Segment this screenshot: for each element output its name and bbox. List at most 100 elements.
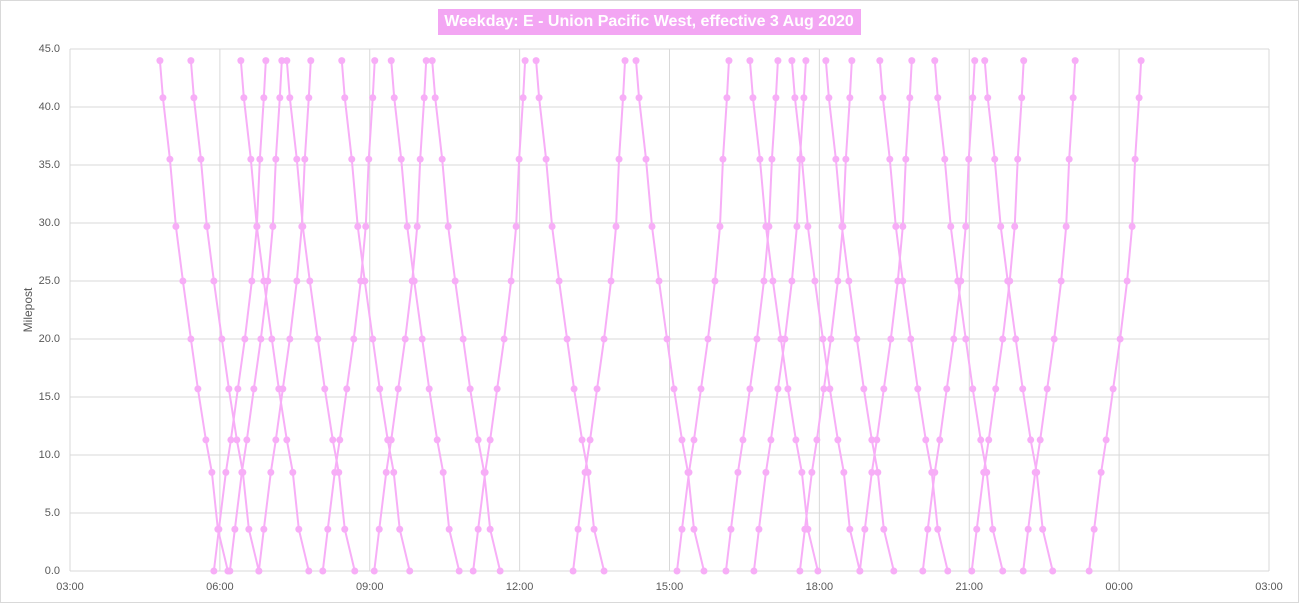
stop-marker [902,155,910,163]
stop-marker [762,468,770,476]
stop-marker [268,335,276,343]
stop-marker [908,57,916,65]
stop-marker [321,385,329,393]
stop-marker [962,222,970,230]
stop-marker [593,385,601,393]
stop-marker [586,436,594,444]
stop-marker [876,57,884,65]
stop-marker [760,277,768,285]
stop-marker [980,468,988,476]
x-tick-label: 12:00 [506,581,534,593]
stop-marker [969,94,977,102]
stop-marker [673,567,681,575]
stop-marker [406,567,414,575]
stop-marker [289,468,297,476]
stop-marker [240,94,248,102]
stop-marker [962,335,970,343]
stop-marker [306,277,314,285]
stop-marker [439,468,447,476]
stop-marker [1057,277,1065,285]
x-tick-label: 18:00 [806,581,834,593]
stop-marker [796,567,804,575]
stop-marker [354,222,362,230]
stop-marker [853,335,861,343]
stop-marker [1128,222,1136,230]
stop-marker [293,155,301,163]
stop-marker [515,155,523,163]
stop-marker [262,57,270,65]
stop-marker [1014,155,1022,163]
stop-marker [521,57,529,65]
stop-marker [375,525,383,533]
stop-marker [753,335,761,343]
stop-marker [977,436,985,444]
stop-marker [845,277,853,285]
stop-marker [1019,385,1027,393]
stop-marker [663,335,671,343]
stop-marker [231,525,239,533]
stop-marker [215,525,223,533]
stop-marker [825,94,833,102]
stop-marker [924,525,932,533]
stop-marker [943,385,951,393]
stop-marker [286,335,294,343]
stop-marker [874,468,882,476]
stop-marker [293,277,301,285]
stop-marker [269,222,277,230]
stop-marker [329,436,337,444]
stop-marker [305,94,313,102]
stop-marker [570,385,578,393]
stop-marker [968,567,976,575]
x-tick-label: 15:00 [656,581,684,593]
stop-marker [278,57,286,65]
stop-marker [813,436,821,444]
stop-marker [756,155,764,163]
stop-marker [784,385,792,393]
stop-marker [493,385,501,393]
stop-marker [947,222,955,230]
y-tick-label: 30.0 [39,217,60,229]
stop-marker [286,94,294,102]
stop-marker [438,155,446,163]
stop-marker [1131,155,1139,163]
stop-marker [697,385,705,393]
stop-marker [203,222,211,230]
stop-marker [305,567,313,575]
stop-marker [931,57,939,65]
x-tick-label: 00:00 [1105,581,1133,593]
stop-marker [428,57,436,65]
stop-marker [159,94,167,102]
stop-marker [936,436,944,444]
stop-marker [804,222,812,230]
stop-marker [362,222,370,230]
stop-marker [563,335,571,343]
stop-marker [401,335,409,343]
stop-marker [1102,436,1110,444]
stop-marker [474,525,482,533]
stop-marker [941,155,949,163]
stop-marker [1049,567,1057,575]
stop-marker [307,57,315,65]
stop-marker [648,222,656,230]
stop-marker [433,436,441,444]
stop-marker [811,277,819,285]
stop-marker [749,94,757,102]
stop-marker [999,335,1007,343]
stop-marker [1031,468,1039,476]
stop-marker [826,385,834,393]
stop-marker [886,155,894,163]
stop-marker [338,57,346,65]
x-tick-label: 21:00 [955,581,983,593]
stop-marker [612,222,620,230]
stop-marker [600,567,608,575]
stop-marker [861,525,869,533]
stop-marker [678,525,686,533]
stop-marker [260,94,268,102]
y-tick-label: 15.0 [39,391,60,403]
stop-marker [1116,335,1124,343]
stop-marker [444,222,452,230]
stop-marker [222,468,230,476]
stop-marker [331,468,339,476]
stop-marker [802,57,810,65]
stop-marker [243,436,251,444]
